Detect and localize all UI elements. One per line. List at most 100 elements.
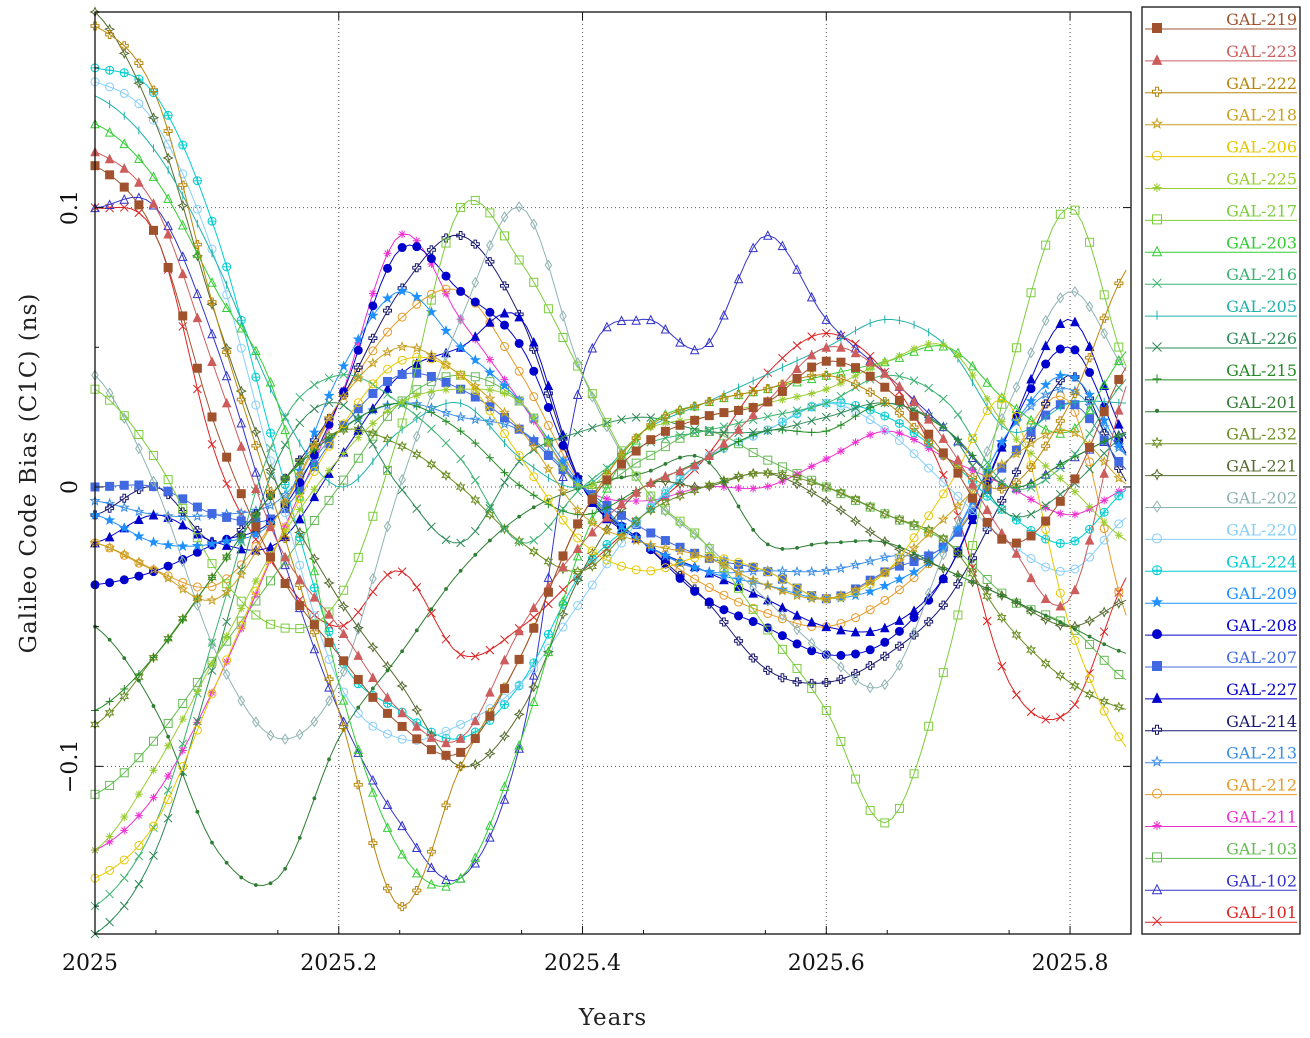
data-point — [119, 68, 129, 78]
data-point — [383, 407, 392, 416]
data-point — [822, 648, 831, 661]
data-point — [893, 555, 905, 567]
data-point — [938, 533, 949, 545]
data-point — [221, 302, 232, 312]
data-point — [851, 382, 860, 392]
data-point — [396, 285, 408, 296]
data-point — [529, 277, 539, 287]
data-point — [368, 427, 378, 439]
data-point — [485, 208, 495, 218]
data-point — [1085, 429, 1094, 438]
data-point — [938, 600, 948, 610]
data-point — [1084, 615, 1096, 627]
data-point — [426, 254, 436, 264]
data-point — [719, 393, 729, 403]
data-point — [427, 522, 436, 532]
legend-label: GAL-227 — [1226, 680, 1297, 699]
data-point — [1010, 447, 1023, 459]
data-point — [118, 522, 130, 533]
data-point — [441, 634, 451, 644]
data-point — [456, 538, 466, 548]
data-point — [426, 458, 437, 470]
data-point — [163, 228, 173, 239]
legend-label: GAL-224 — [1226, 552, 1297, 571]
data-point — [105, 837, 114, 846]
data-point — [908, 550, 920, 562]
data-point — [997, 496, 1007, 506]
data-point — [280, 424, 290, 435]
data-point — [383, 708, 393, 718]
data-point — [806, 486, 818, 498]
data-point — [368, 786, 378, 797]
data-point — [820, 495, 832, 507]
data-point — [748, 617, 758, 627]
data-point — [279, 496, 291, 508]
data-point — [426, 847, 436, 857]
data-point — [806, 349, 817, 360]
legend-label: GAL-226 — [1226, 329, 1297, 348]
data-point — [192, 533, 202, 543]
data-point — [208, 659, 217, 668]
data-point — [718, 570, 730, 582]
data-point — [251, 400, 261, 410]
data-point — [310, 485, 319, 494]
data-point — [1113, 439, 1125, 451]
data-point — [192, 725, 202, 735]
data-point — [660, 409, 671, 419]
data-point — [821, 412, 831, 422]
data-point — [515, 481, 524, 490]
legend-marker — [1152, 214, 1162, 225]
data-point — [237, 695, 246, 707]
data-point — [412, 352, 422, 362]
data-point — [997, 477, 1007, 487]
data-point — [1102, 642, 1107, 647]
data-point — [1099, 535, 1109, 545]
data-point — [865, 415, 875, 425]
data-point — [208, 638, 216, 650]
data-point — [777, 631, 787, 641]
data-point — [149, 475, 158, 488]
data-point — [105, 832, 114, 841]
data-point — [103, 497, 116, 509]
data-point — [353, 453, 363, 463]
data-point — [207, 638, 217, 647]
data-point — [105, 387, 114, 399]
data-point — [1040, 378, 1052, 390]
data-point — [924, 429, 934, 439]
data-point — [1055, 566, 1065, 576]
legend-item-gal-220: GAL-220 — [1145, 520, 1297, 544]
data-point — [733, 424, 744, 434]
data-point — [441, 750, 451, 760]
data-point — [617, 449, 626, 458]
data-point — [148, 198, 159, 208]
data-point — [162, 152, 174, 164]
data-point — [821, 678, 831, 688]
data-point — [1041, 534, 1051, 544]
data-point — [251, 610, 261, 620]
data-point — [777, 386, 787, 396]
data-point — [367, 309, 379, 321]
data-point — [514, 366, 524, 376]
data-point — [923, 556, 935, 568]
data-point — [675, 465, 685, 476]
data-point — [938, 422, 948, 432]
data-point — [498, 379, 511, 391]
data-point — [222, 617, 231, 627]
data-point — [1041, 441, 1051, 451]
data-point — [529, 366, 539, 376]
data-point — [309, 620, 319, 630]
data-point — [295, 580, 305, 590]
data-point — [162, 539, 174, 550]
data-point — [193, 384, 202, 394]
data-point — [426, 862, 437, 872]
data-point — [675, 490, 685, 502]
data-point — [1113, 472, 1125, 483]
data-point — [865, 371, 875, 381]
data-point — [822, 455, 831, 464]
data-point — [865, 626, 875, 637]
legend-item-gal-209: GAL-209 — [1145, 584, 1297, 608]
data-point — [352, 622, 364, 634]
data-point — [865, 605, 875, 615]
data-point — [383, 883, 393, 893]
data-point — [251, 372, 261, 382]
